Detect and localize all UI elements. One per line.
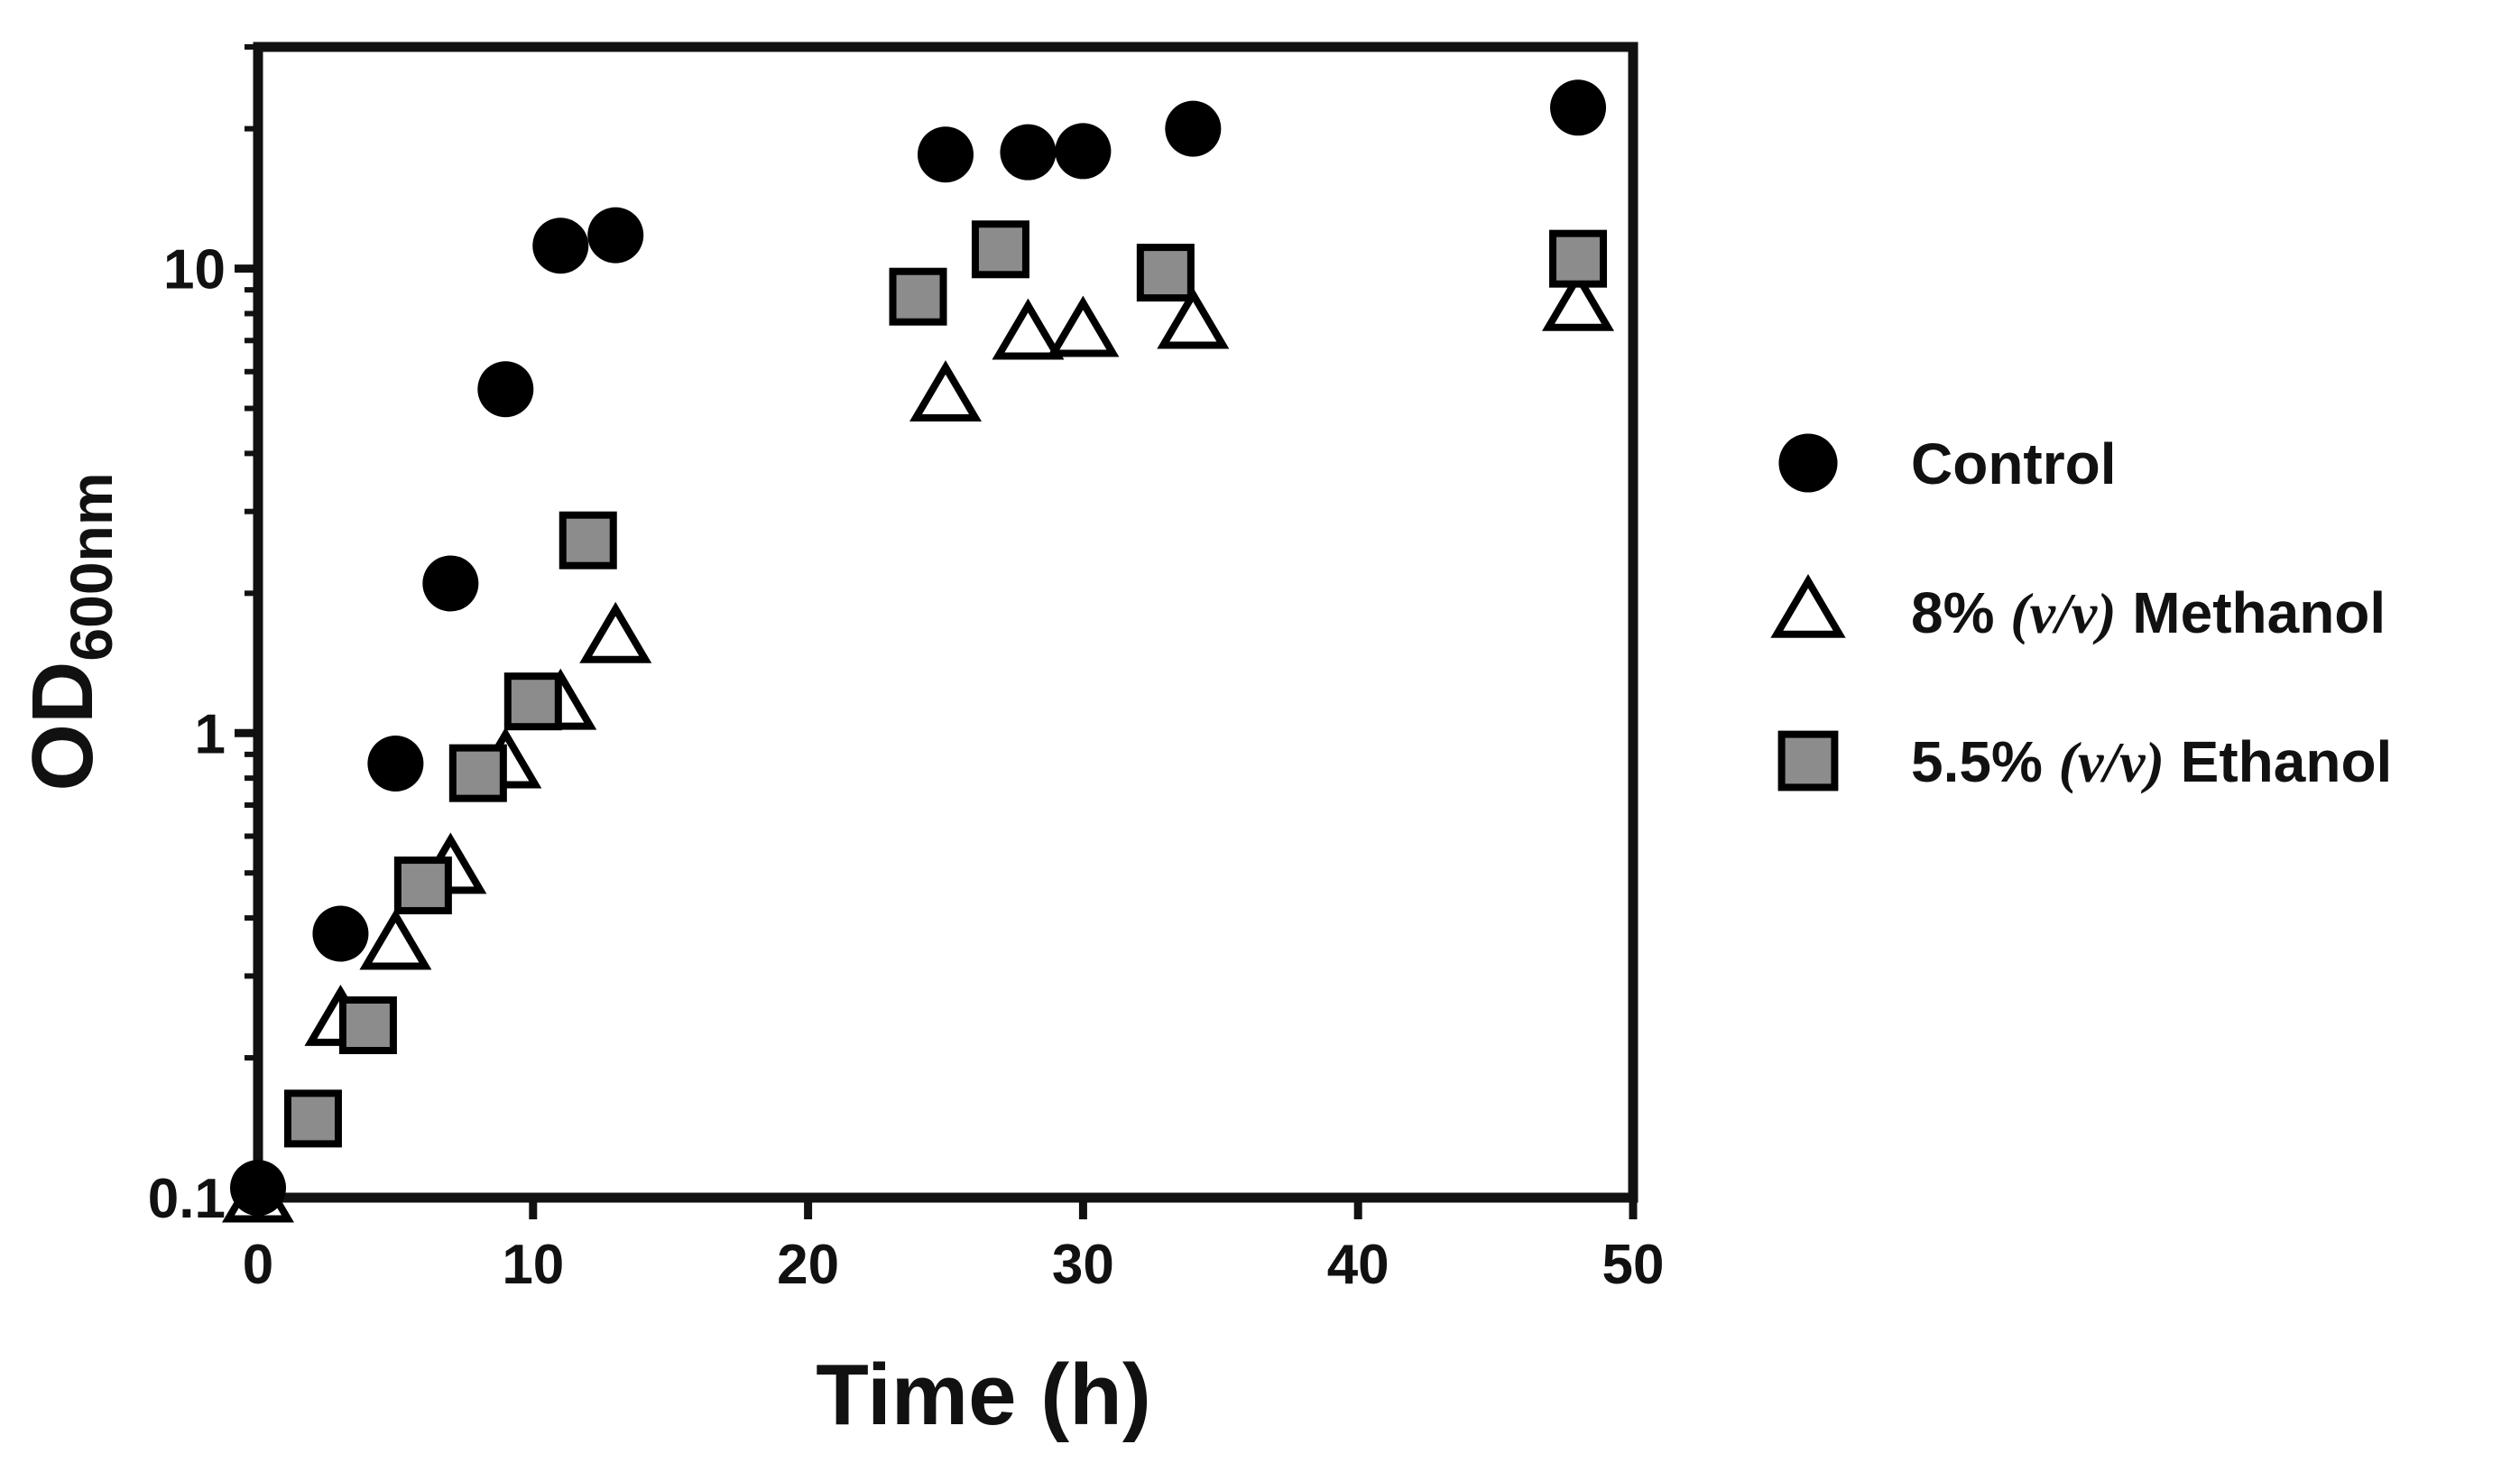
x-tick-label-30: 30 [1052, 1234, 1114, 1296]
legend-ethanol-label-part: (v/v) [2059, 730, 2165, 794]
methanol-point [1047, 295, 1120, 357]
legend-methanol-label-part: (v/v) [2010, 581, 2116, 645]
x-tick-label-20: 20 [777, 1234, 839, 1296]
y-tick-label-10: 10 [163, 239, 226, 301]
control-point [918, 126, 974, 183]
ethanol-point [283, 1089, 342, 1148]
ethanol-point [889, 267, 947, 326]
legend-methanol-label-part: 8% [1911, 580, 2010, 645]
y-axis: 0.1 1 10 [148, 44, 258, 1230]
legend-control-marker [1778, 433, 1838, 493]
legend-ethanol-label-part: Ethanol [2165, 729, 2392, 794]
methanol-point [359, 908, 432, 970]
methanol-point [992, 298, 1065, 360]
data-markers [222, 79, 1615, 1223]
control-point [422, 555, 479, 612]
control-point [1165, 100, 1222, 157]
control-point [532, 218, 589, 274]
plot-border [253, 42, 1638, 1203]
ethanol-point [558, 511, 617, 569]
ethanol-point [503, 672, 562, 731]
control-point [367, 736, 424, 792]
control-point [587, 207, 644, 264]
control-point [1550, 79, 1607, 136]
y-tick-label-0.1: 0.1 [148, 1168, 226, 1230]
y-axis-label: OD600nm [14, 472, 125, 791]
legend-ethanol-label-part: 5.5% [1911, 729, 2059, 794]
y-axis-label-subscript: 600nm [58, 472, 125, 661]
methanol-point [1157, 287, 1230, 349]
control-point [1055, 123, 1112, 180]
ethanol-point [393, 857, 452, 915]
methanol-point [579, 601, 652, 663]
x-axis-label: Time (h) [816, 1347, 1151, 1443]
ethanol-point [1136, 244, 1195, 302]
x-tick-label-10: 10 [502, 1234, 564, 1296]
x-tick-label-40: 40 [1327, 1234, 1389, 1296]
control-point [1000, 124, 1057, 181]
y-axis-label-main: OD [14, 662, 111, 792]
ethanol-point [338, 996, 397, 1055]
methanol-point [909, 360, 982, 422]
legend-control-label-part: Control [1911, 431, 2117, 496]
legend-ethanol-marker [1777, 730, 1839, 792]
x-tick-label-0: 0 [243, 1234, 273, 1296]
ethanol-point [971, 220, 1029, 279]
x-tick-label-50: 50 [1602, 1234, 1665, 1296]
plot-frame [253, 42, 1638, 1203]
legend: Control 8% (v/v) Methanol 5.5% (v/v) Ethan… [1770, 431, 2392, 794]
control-point [312, 905, 369, 962]
legend-methanol-label: 8% (v/v) Methanol [1911, 580, 2386, 645]
legend-ethanol-label: 5.5% (v/v) Ethanol [1911, 729, 2392, 794]
methanol-point [1542, 269, 1615, 331]
control-point [477, 361, 534, 418]
ethanol-point [1549, 229, 1608, 288]
control-point [230, 1160, 286, 1217]
legend-methanol-label-part: Methanol [2117, 580, 2386, 645]
y-tick-label-1: 1 [195, 703, 226, 765]
x-axis: 0 10 20 30 40 50 [243, 1198, 1665, 1296]
ethanol-point [448, 744, 507, 802]
legend-methanol-marker [1770, 574, 1846, 638]
legend-control-label: Control [1911, 431, 2117, 496]
